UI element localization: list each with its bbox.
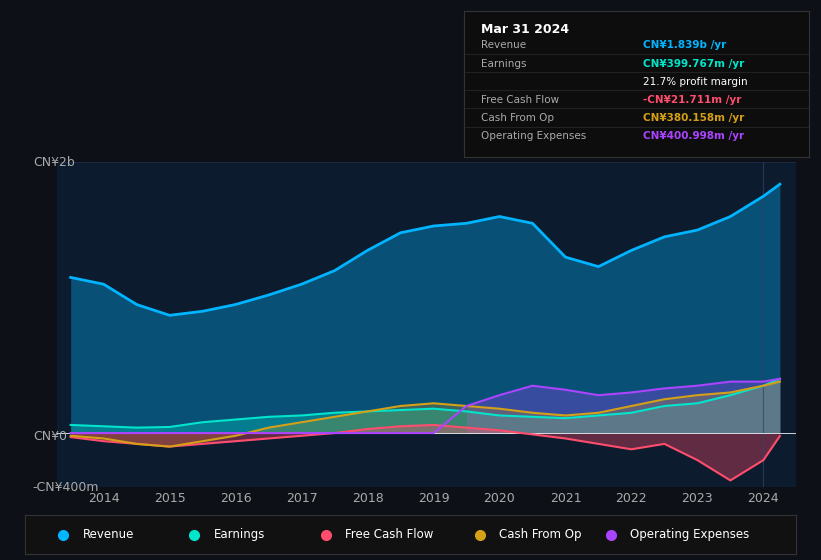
Text: Earnings: Earnings <box>213 528 265 542</box>
Text: -CN¥400m: -CN¥400m <box>33 480 99 494</box>
Text: Free Cash Flow: Free Cash Flow <box>345 528 433 542</box>
Text: 21.7% profit margin: 21.7% profit margin <box>643 77 748 87</box>
Text: Cash From Op: Cash From Op <box>481 113 554 123</box>
Text: Mar 31 2024: Mar 31 2024 <box>481 23 569 36</box>
Text: Revenue: Revenue <box>481 40 526 50</box>
Text: CN¥400.998m /yr: CN¥400.998m /yr <box>643 132 745 141</box>
Text: Free Cash Flow: Free Cash Flow <box>481 95 559 105</box>
Text: Operating Expenses: Operating Expenses <box>481 132 586 141</box>
Text: -CN¥21.711m /yr: -CN¥21.711m /yr <box>643 95 741 105</box>
Text: Earnings: Earnings <box>481 59 526 68</box>
Text: CN¥0: CN¥0 <box>33 430 67 444</box>
Text: Operating Expenses: Operating Expenses <box>631 528 750 542</box>
Text: Revenue: Revenue <box>82 528 134 542</box>
Text: CN¥380.158m /yr: CN¥380.158m /yr <box>643 113 745 123</box>
Text: Cash From Op: Cash From Op <box>499 528 582 542</box>
Text: CN¥1.839b /yr: CN¥1.839b /yr <box>643 40 727 50</box>
Text: CN¥2b: CN¥2b <box>33 156 75 169</box>
Text: CN¥399.767m /yr: CN¥399.767m /yr <box>643 59 745 68</box>
